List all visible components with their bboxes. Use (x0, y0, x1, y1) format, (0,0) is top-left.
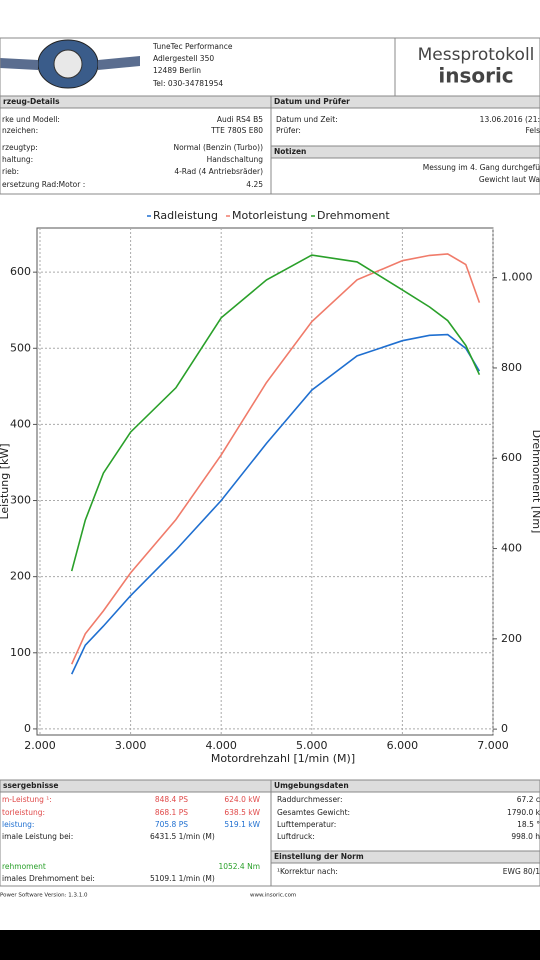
x-tick-label: 4.000 (205, 739, 237, 752)
y-tick-label: 200 (10, 570, 31, 583)
title: Messprotokoll (418, 45, 535, 65)
box (270, 779, 540, 887)
y2-tick-label: 0 (501, 722, 508, 735)
y2-tick-label: 800 (501, 361, 522, 374)
note-line: Gewicht laut Wa (479, 175, 540, 184)
brand: insoric (438, 64, 513, 88)
result-cell: 5109.1 1/min (M) (150, 874, 215, 883)
y-tick-label: 600 (10, 265, 31, 278)
y2-tick-label: 1.000 (501, 271, 533, 284)
field-value: 1790.0 k (507, 808, 540, 817)
y-tick-label: 300 (10, 494, 31, 507)
field-label: ¹Korrektur nach: (277, 867, 338, 876)
field-value: 13.06.2016 (21: (480, 115, 540, 124)
result-cell: 638.5 kW (224, 808, 260, 817)
result-cell: 6431.5 1/min (M) (150, 832, 215, 841)
field-value: TTE 780S E80 (210, 126, 263, 135)
result-cell: torleistung: (2, 808, 45, 817)
field-label: Lufttemperatur: (277, 820, 336, 829)
result-cell: 519.1 kW (224, 820, 260, 829)
field-label: ersetzung Rad:Motor : (2, 180, 85, 189)
field-label: Gesamtes Gewicht: (277, 808, 350, 817)
y2-axis-label: Drehmoment [Nm] (530, 430, 540, 534)
y-tick-label: 100 (10, 646, 31, 659)
company-line: Adlergestell 350 (153, 54, 214, 63)
result-cell: rehmoment (2, 862, 46, 871)
y-tick-label: 500 (10, 341, 31, 354)
result-cell: m-Leistung ¹: (2, 795, 52, 804)
result-cell: 848.4 PS (155, 795, 188, 804)
y2-tick-label: 200 (501, 632, 522, 645)
section-heading: Umgebungsdaten (274, 781, 349, 790)
result-cell: leistung: (2, 820, 34, 829)
field-value: 998.0 h (511, 832, 540, 841)
section-bar (270, 145, 540, 159)
company-line: TuneTec Performance (152, 42, 233, 51)
field-label: rke und Modell: (2, 115, 60, 124)
legend-label: Drehmoment (317, 209, 390, 222)
field-value: Audi RS4 B5 (217, 115, 263, 124)
y2-tick-label: 400 (501, 542, 522, 555)
y-tick-label: 0 (24, 722, 31, 735)
result-cell: imale Leistung bei: (2, 832, 73, 841)
footer-url: www.insoric.com (250, 893, 296, 899)
field-value: 18.5 ° (517, 820, 540, 829)
section-heading: rzeug-Details (3, 97, 60, 106)
series-line (70, 253, 481, 665)
result-cell: 1052.4 Nm (218, 862, 260, 871)
field-label: rieb: (2, 167, 19, 176)
field-value: Normal (Benzin (Turbo)) (173, 143, 263, 152)
series-line (70, 333, 481, 675)
x-tick-label: 2.000 (24, 739, 56, 752)
x-axis-label: Motordrehzahl [1/min (M)] (211, 752, 355, 765)
section-bar (270, 850, 540, 864)
field-value: Fels (525, 126, 540, 135)
field-value: 67.2 c (517, 795, 540, 804)
x-tick-label: 5.000 (296, 739, 328, 752)
field-value: 4-Rad (4 Antriebsräder) (174, 167, 263, 176)
y-tick-label: 400 (10, 417, 31, 430)
x-tick-label: 6.000 (387, 739, 419, 752)
x-tick-label: 3.000 (115, 739, 147, 752)
section-heading: Notizen (274, 147, 306, 156)
y2-tick-label: 600 (501, 451, 522, 464)
field-label: Datum und Zeit: (276, 115, 338, 124)
series-line (70, 254, 481, 572)
company-line: Tel: 030-34781954 (152, 79, 223, 88)
section-heading: Einstellung der Norm (274, 852, 364, 861)
field-value: EWG 80/1 (503, 867, 540, 876)
field-label: Raddurchmesser: (277, 795, 343, 804)
box (270, 95, 540, 195)
legend-label: Motorleistung (232, 209, 308, 222)
field-label: Prüfer: (276, 126, 301, 135)
footer-version: Power Software Version: 1.3.1.0 (0, 893, 88, 899)
result-cell: 624.0 kW (224, 795, 260, 804)
section-heading: Datum und Prüfer (274, 97, 350, 106)
field-value: Handschaltung (207, 155, 264, 164)
field-label: rzeugtyp: (2, 143, 38, 152)
legend-label: Radleistung (153, 209, 218, 222)
logo (0, 39, 140, 89)
field-label: Luftdruck: (277, 832, 315, 841)
note-line: Messung im 4. Gang durchgefü (423, 163, 540, 172)
y-axis-label: Leistung [kW] (0, 443, 11, 519)
result-cell: 705.8 PS (155, 820, 188, 829)
field-value: 4.25 (246, 180, 263, 189)
field-label: haltung: (2, 155, 33, 164)
x-tick-label: 7.000 (477, 739, 509, 752)
field-label: nzeichen: (2, 126, 38, 135)
result-cell: 868.1 PS (155, 808, 188, 817)
bottom-bar (0, 930, 540, 960)
result-cell: imales Drehmoment bei: (2, 874, 95, 883)
section-heading: ssergebnisse (3, 781, 58, 790)
company-line: 12489 Berlin (153, 66, 201, 75)
